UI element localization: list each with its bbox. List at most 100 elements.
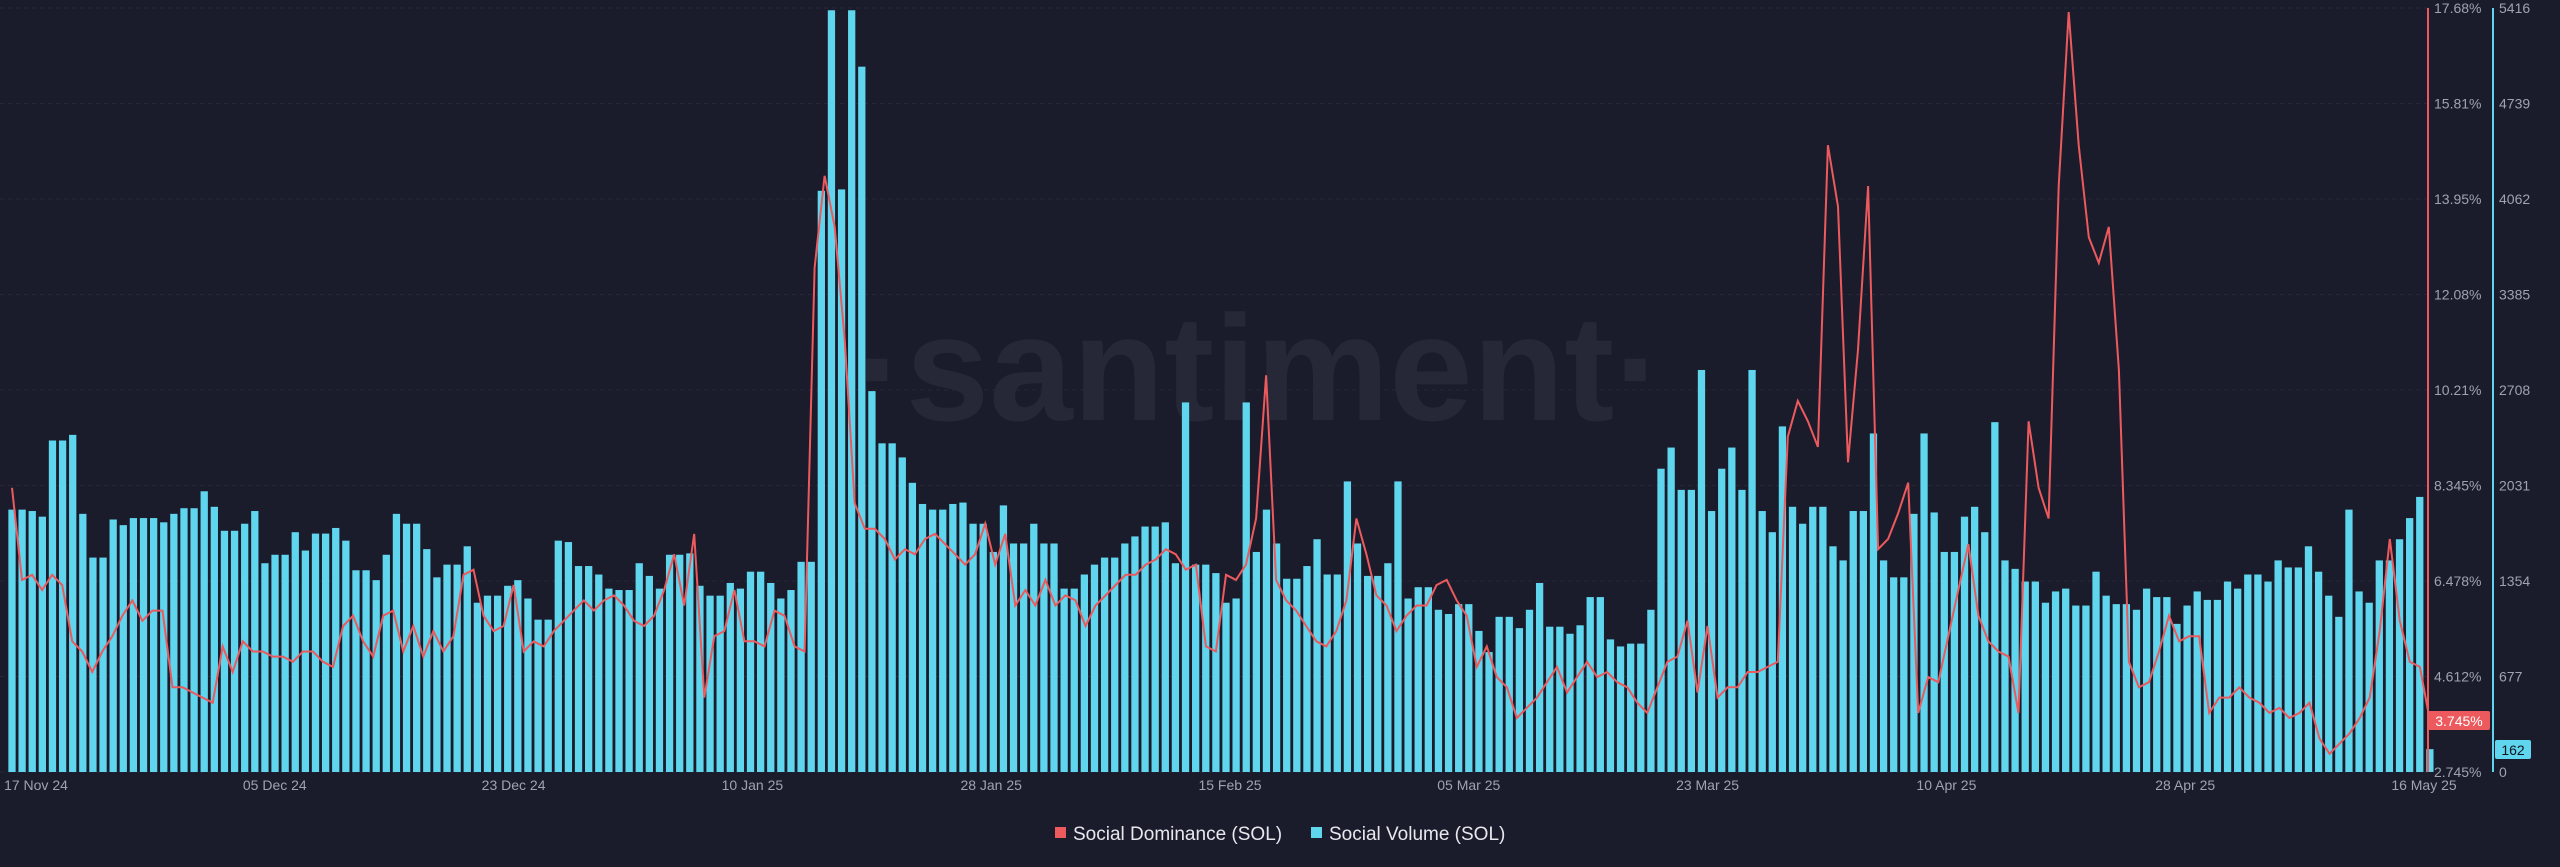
volume-bar <box>908 482 917 772</box>
volume-bar <box>2395 539 2404 772</box>
date-tick-label: 10 Apr 25 <box>1916 777 1976 793</box>
dominance-tick-label: 4.612% <box>2434 669 2481 685</box>
volume-tick-label: 1354 <box>2499 573 2530 589</box>
volume-bar <box>493 595 502 772</box>
volume-bar <box>2223 581 2232 772</box>
dominance-tick-label: 12.08% <box>2434 287 2481 303</box>
volume-bar <box>1849 511 1857 772</box>
volume-bar <box>332 527 340 772</box>
volume-bar <box>756 571 765 772</box>
legend: Social Dominance (SOL) Social Volume (SO… <box>1055 824 1505 845</box>
volume-bar <box>1283 578 1291 772</box>
volume-bar <box>372 580 380 772</box>
volume-bar <box>868 391 876 772</box>
volume-bar <box>230 530 239 772</box>
volume-bar <box>1525 609 1534 772</box>
dominance-tick-label: 2.745% <box>2434 764 2481 780</box>
volume-bar <box>746 571 755 772</box>
volume-bar <box>2092 571 2100 772</box>
volume-bar <box>170 513 178 772</box>
volume-tick-label: 2708 <box>2499 382 2530 398</box>
volume-bar <box>1667 447 1675 772</box>
volume-bar <box>2234 588 2242 772</box>
volume-bar <box>665 554 674 772</box>
volume-bar <box>1546 626 1554 772</box>
volume-bar <box>2264 581 2272 772</box>
volume-bar <box>139 518 148 772</box>
volume-bar <box>463 546 471 772</box>
volume-bar <box>1596 597 1604 772</box>
volume-bar <box>1070 588 1078 772</box>
volume-bar <box>1050 543 1058 772</box>
volume-bar <box>1242 402 1250 772</box>
volume-bar <box>1748 369 1756 772</box>
volume-bar <box>1303 566 1311 772</box>
dominance-badge: 3.745% <box>2435 713 2482 729</box>
volume-bar <box>949 503 957 772</box>
volume-bar <box>352 570 360 772</box>
volume-bar <box>1100 557 1109 772</box>
volume-bar <box>301 550 310 772</box>
dominance-tick-label: 10.21% <box>2434 382 2481 398</box>
volume-bar <box>483 595 492 772</box>
volume-bar <box>514 580 522 772</box>
volume-bar <box>2082 605 2090 772</box>
volume-bar <box>2193 591 2201 772</box>
volume-bar <box>1920 433 1928 772</box>
volume-bar <box>807 561 815 772</box>
volume-tick-label: 677 <box>2499 669 2523 685</box>
volume-bar <box>888 443 896 772</box>
volume-bar <box>2163 597 2171 772</box>
volume-bar <box>1434 609 1443 772</box>
volume-bar <box>382 554 390 772</box>
volume-bar <box>898 457 906 772</box>
volume-tick-label: 4062 <box>2499 191 2530 207</box>
volume-bar <box>706 595 714 772</box>
date-tick-label: 23 Mar 25 <box>1676 777 1739 793</box>
volume-bar <box>1687 489 1696 772</box>
volume-bar <box>362 570 370 772</box>
volume-bar <box>2031 581 2039 772</box>
volume-bar <box>160 522 168 772</box>
volume-bar <box>251 511 259 772</box>
santiment-watermark: ·santiment· <box>856 284 1664 452</box>
volume-bar <box>848 10 856 772</box>
dominance-badge-bg <box>2428 711 2490 730</box>
volume-bar <box>180 508 188 772</box>
volume-bar <box>2254 574 2262 772</box>
volume-badge-bg <box>2495 740 2531 759</box>
volume-bar <box>1768 532 1776 772</box>
volume-bar <box>2021 581 2029 772</box>
date-tick-label: 23 Dec 24 <box>482 777 546 793</box>
volume-bar <box>524 598 532 772</box>
volume-bar <box>1819 506 1827 772</box>
volume-bar <box>736 588 745 772</box>
volume-bar <box>321 533 330 772</box>
volume-bar <box>79 513 87 772</box>
volume-bar <box>564 542 573 772</box>
volume-bar <box>1606 639 1615 772</box>
volume-bar <box>1627 643 1635 772</box>
volume-bar <box>959 502 967 772</box>
dominance-axis-ticks: 17.68% 15.81% 13.95% 12.08% 10.21% 8.345% 6.47… <box>2434 0 2481 780</box>
volume-bar <box>878 443 886 772</box>
volume-bar <box>2213 599 2222 772</box>
volume-bar <box>2011 568 2019 772</box>
volume-bar <box>615 590 623 772</box>
legend-label-volume: Social Volume (SOL) <box>1329 824 1505 845</box>
volume-bar <box>443 564 451 772</box>
volume-bar <box>2173 623 2181 772</box>
volume-badge: 162 <box>2501 742 2525 758</box>
volume-bar <box>99 557 107 772</box>
volume-bar <box>1799 523 1807 772</box>
volume-bar <box>2426 749 2434 772</box>
axes <box>2427 8 2494 772</box>
volume-bar <box>18 509 26 772</box>
dominance-swatch <box>1055 827 1066 838</box>
volume-bar <box>595 574 603 772</box>
volume-bar <box>2132 609 2141 772</box>
volume-bar <box>1566 633 1574 772</box>
volume-bar <box>1080 574 1089 772</box>
legend-item-dominance[interactable]: Social Dominance (SOL) <box>1055 824 1282 845</box>
legend-item-volume[interactable]: Social Volume (SOL) <box>1311 824 1505 845</box>
